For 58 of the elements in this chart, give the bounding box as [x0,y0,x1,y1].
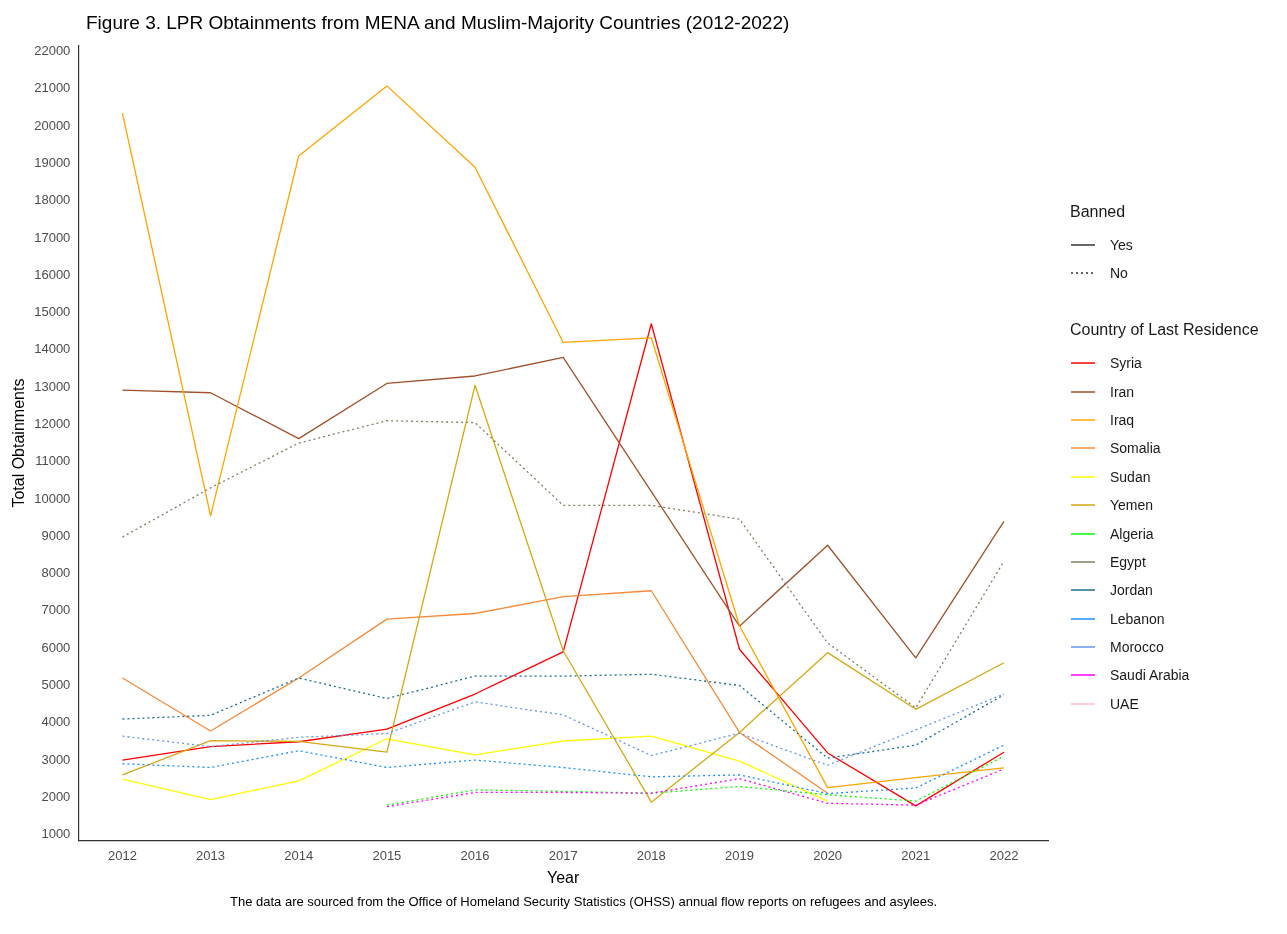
legend-label: Somalia [1110,440,1161,457]
y-tick-label: 22000 [34,43,71,59]
text: The data are sourced from the Office of Homeland Security Statistics (OHSS) annual flow reports on refugees and asylees. [230,894,938,909]
legend-label: Algeria [1110,525,1154,542]
legend-title: Country of Last Residence [1070,321,1259,339]
x-tick-label: 2017 [548,847,578,863]
legend-label: Lebanon [1110,610,1165,627]
legend-label: Syria [1110,355,1142,372]
text: No [1110,265,1128,281]
y-tick-label: 19000 [34,155,71,171]
y-tick-label: 7000 [41,602,71,618]
y-tick-label: 14000 [34,341,71,357]
line-series [121,420,1005,709]
x-tick-label: 2019 [725,847,754,863]
x-tick-label: 2016 [460,847,490,863]
legend-label: Iran [1110,383,1135,400]
line-series [121,673,1005,759]
x-tick-label: 2014 [284,847,314,863]
x-tick-label: 2020 [813,847,843,863]
y-tick-label: 6000 [41,639,71,655]
y-tick-label: 16000 [34,266,71,282]
x-tick-label: 2013 [196,847,226,863]
x-tick-label: 2012 [107,847,137,863]
legend-label: Morocco [1110,639,1164,656]
y-tick-label: 3000 [41,751,71,767]
y-axis-title: Total Obtainments [10,378,28,508]
y-tick-label: 10000 [34,490,71,506]
line-series [121,744,1005,795]
x-tick-label: 2015 [372,847,402,863]
text: Banned [1070,203,1127,221]
y-tick-label: 12000 [34,416,71,432]
y-tick-label: 8000 [41,565,71,581]
y-tick-label: 21000 [34,80,71,96]
y-tick-label: 4000 [41,714,71,730]
y-tick-label: 9000 [41,527,71,543]
x-tick-label: 2022 [989,847,1019,863]
text: Yes [1110,237,1133,253]
y-tick-label: 5000 [41,677,71,693]
y-tick-label: 1000 [41,826,71,842]
y-tick-label: 18000 [34,192,71,208]
line-series [121,693,1005,766]
y-tick-label: 15000 [34,304,71,320]
x-axis-title: Year [547,868,581,886]
y-tick-label: 17000 [34,229,71,245]
legend-label: Iraq [1110,411,1135,428]
x-tick-label: 2021 [901,847,931,863]
legend-label: Sudan [1110,468,1151,485]
legend-label: UAE [1110,695,1139,712]
y-tick-label: 11000 [35,453,71,469]
legend-label: Egypt [1110,553,1146,570]
chart-title: Figure 3. LPR Obtainments from MENA and Muslim-Majority Countries (2012-2022) [86,12,790,34]
x-tick-label: 2018 [636,847,666,863]
y-tick-label: 13000 [34,378,71,394]
y-tick-label: 2000 [41,788,71,804]
y-tick-label: 20000 [34,117,71,133]
legend-label: Jordan [1110,582,1153,599]
legend-label: Yemen [1110,497,1154,514]
legend-label: Saudi Arabia [1110,667,1190,684]
